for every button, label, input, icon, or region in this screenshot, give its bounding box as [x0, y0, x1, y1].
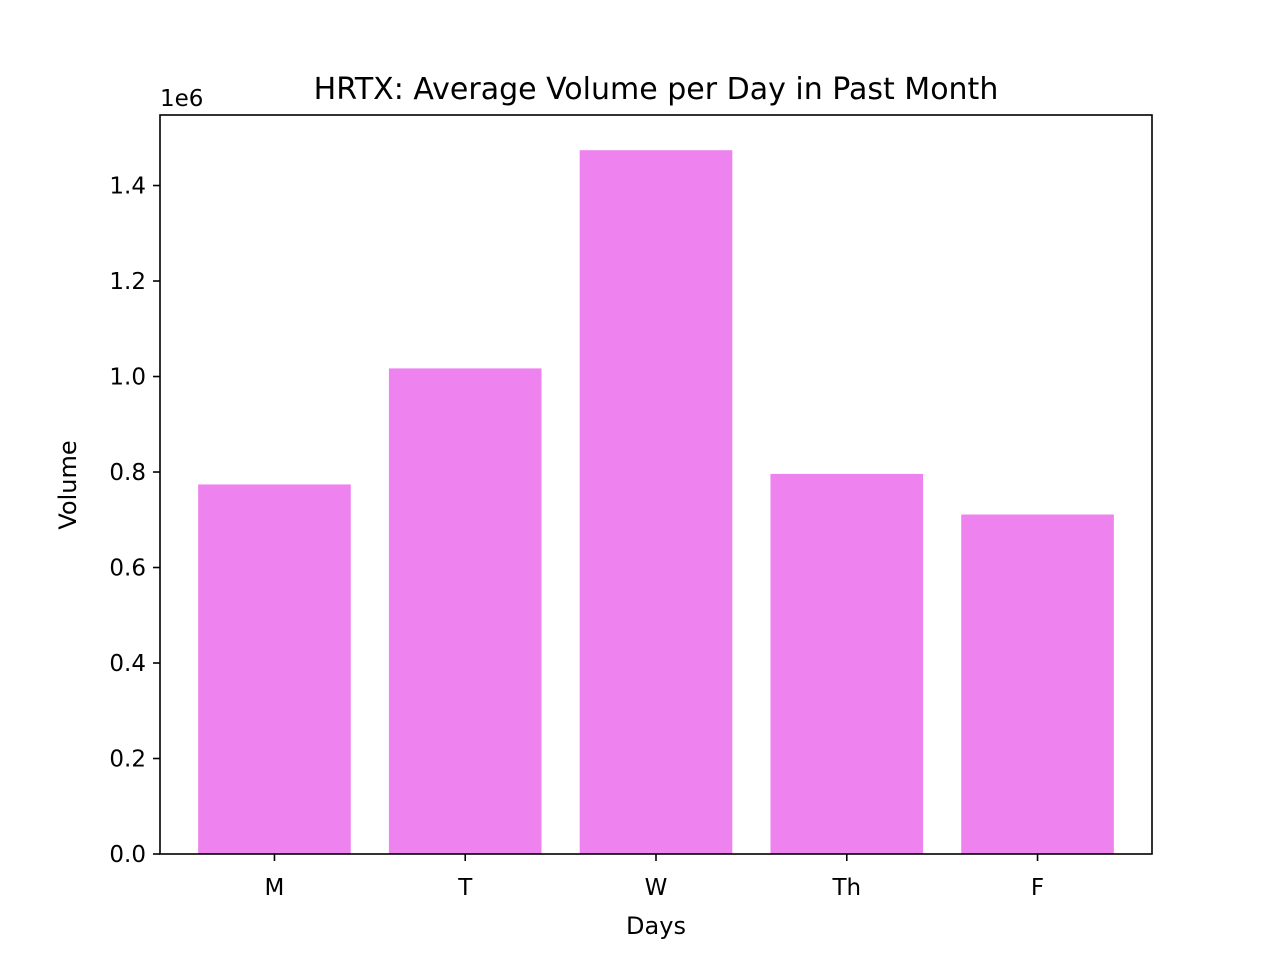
plot-frame [159, 114, 1153, 855]
x-axis-label: Days [626, 912, 686, 940]
x-tick-label: Th [831, 875, 861, 901]
y-tick-label: 0.0 [109, 842, 146, 868]
y-tick-label: 0.6 [109, 556, 146, 582]
y-tick-label: 1.4 [109, 174, 146, 200]
bar-w [579, 150, 733, 854]
y-tick-label: 0.2 [109, 747, 146, 773]
chart-title: HRTX: Average Volume per Day in Past Mon… [314, 72, 999, 107]
y-axis-ticks: 0.0 0.2 0.4 0.6 0.8 1.0 1.2 1.4 [109, 174, 160, 868]
y-tick-label: 1.0 [109, 365, 146, 391]
y-tick-label: 1.2 [109, 269, 146, 295]
y-axis-label: Volume [54, 440, 82, 529]
x-tick-label: T [457, 875, 473, 901]
x-tick-label: W [645, 875, 668, 901]
x-tick-label: M [265, 875, 285, 901]
bar-f [961, 514, 1114, 854]
bar-m [198, 484, 351, 854]
x-axis-ticks: M T W Th F [265, 854, 1044, 901]
y-tick-label: 0.8 [109, 460, 146, 486]
x-tick-label: F [1031, 875, 1044, 901]
bars-group [198, 150, 1114, 854]
y-tick-label: 0.4 [109, 651, 146, 677]
bar-t [388, 368, 542, 854]
bar-th [770, 473, 924, 854]
y-axis-offset-label: 1e6 [160, 86, 203, 112]
